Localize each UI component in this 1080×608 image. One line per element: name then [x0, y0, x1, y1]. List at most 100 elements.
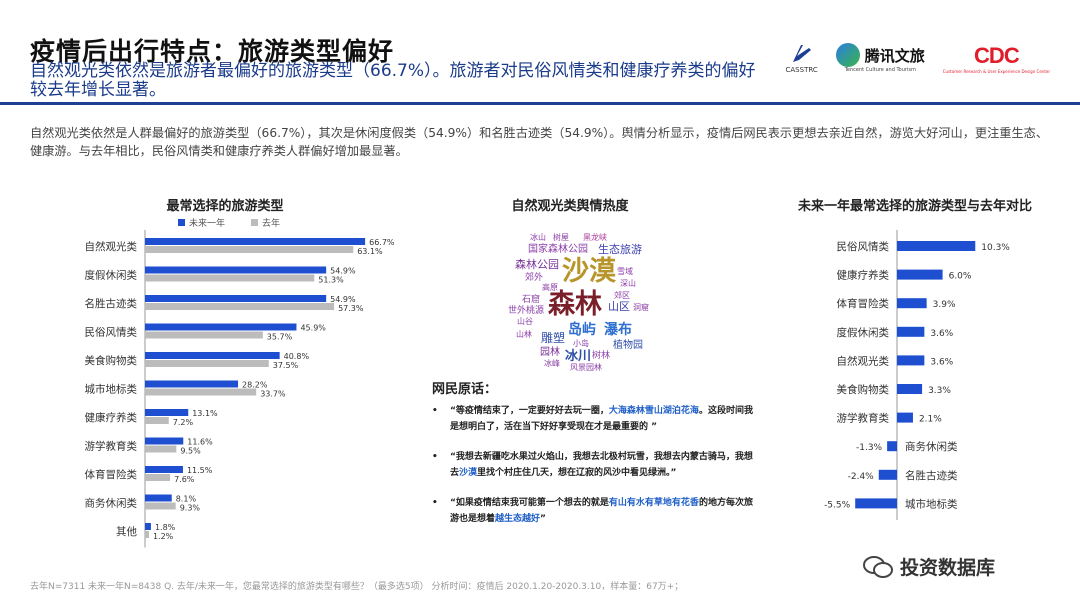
category-label: 商务休闲类: [85, 497, 138, 510]
word-cloud-word: 郊外: [525, 271, 543, 283]
quote-2-highlight: 沙漠: [459, 468, 478, 478]
bullet-icon: •: [432, 498, 438, 508]
quote-1-post: 。这段时间我是想明白了，活在当下好好享受现在才是最重要的 ”: [450, 406, 753, 432]
data-label-last-year: 37.5%: [273, 361, 299, 370]
category-label: 度假休闲类: [837, 326, 890, 339]
category-label: 体育冒险类: [837, 297, 890, 310]
data-label-last-year: 57.3%: [338, 304, 364, 313]
wechat-icon: [863, 555, 893, 578]
diff-bar: [897, 412, 913, 423]
quote-1-highlight: 大海森林雪山湖泊花海: [608, 406, 699, 416]
bar-last-year: [145, 531, 149, 538]
legend-label-last: 去年: [262, 219, 281, 229]
data-label: -2.4%: [848, 472, 875, 482]
diff-bar: [897, 326, 925, 337]
tencent-name: 腾讯文旅: [864, 46, 925, 65]
legend-swatch-last: [251, 219, 259, 226]
data-label: 3.9%: [933, 300, 956, 310]
quote-3-highlight-2: 越生态越好: [495, 514, 541, 524]
word-cloud-word: 黑龙峡: [583, 232, 607, 242]
bar-future: [145, 409, 189, 416]
intro-text: 自然观光类依然是人群最偏好的旅游类型（66.7%），其次是休闲度假类（54.9%…: [30, 126, 1049, 158]
data-label-future: 1.8%: [155, 523, 176, 532]
category-label: 名胜古迹类: [85, 297, 138, 310]
category-label: 城市地标类: [85, 383, 138, 396]
word-cloud-word: 冰山: [530, 232, 546, 242]
data-label-future: 66.7%: [369, 238, 395, 247]
category-label: 民俗风情类: [837, 240, 890, 253]
cdc-mark: CDC: [974, 42, 1020, 68]
category-label: 健康疗养类: [85, 411, 138, 424]
bullet-icon: •: [432, 406, 438, 416]
legend-swatch-future: [178, 219, 185, 226]
diff-bar: [897, 269, 943, 280]
data-label-future: 13.1%: [192, 409, 218, 418]
quote-3-pre: “如果疫情结束我可能第一个想去的就是: [450, 498, 609, 508]
word-cloud-word: 高原: [542, 282, 558, 292]
diff-bar: [897, 298, 927, 309]
data-label-future: 54.9%: [330, 295, 356, 304]
data-label: 3.6%: [930, 357, 953, 367]
bar-last-year: [145, 360, 269, 367]
word-cloud-word: 风景园林: [570, 362, 602, 372]
word-cloud-word: 树林: [592, 349, 610, 361]
category-label: 商务休闲类: [905, 440, 958, 453]
word-cloud-word: 山林: [516, 329, 532, 339]
word-cloud: 冰山 树屋 黑龙峡国家森林公园 生态旅游森林公园 沙漠 雪域郊外深山 高原郊区 石窟 森林 山区洞…: [508, 232, 649, 372]
quote-3: • “如果疫情结束我可能第一个想去的就是有山有水有草地有花香的地方每次旅游也是想…: [432, 495, 757, 527]
casstrc-mark-icon: [792, 45, 811, 62]
word-cloud-word: 冰川: [565, 348, 591, 364]
word-cloud-word: 植物园: [613, 338, 643, 351]
data-label-last-year: 9.5%: [180, 447, 201, 456]
bar-last-year: [145, 303, 335, 310]
data-label: 2.1%: [919, 415, 942, 425]
left-chart-title: 最常选择的旅游类型: [166, 199, 284, 214]
word-cloud-word: 森林: [548, 289, 602, 320]
data-label-last-year: 1.2%: [153, 532, 174, 541]
bar-last-year: [145, 388, 257, 396]
bar-last-year: [145, 246, 354, 253]
category-label: 美食购物类: [85, 354, 138, 367]
tencent-sub: Tencent Culture and Tourism: [844, 67, 916, 73]
data-label-future: 54.9%: [330, 267, 356, 276]
quote-2-pre: “我想去新疆吃水果过火焰山，我想去北极村玩雪，我想去内蒙古骑马，我想去: [450, 452, 753, 478]
word-cloud-word: 石窟: [522, 293, 540, 305]
diff-bar: [887, 441, 897, 452]
bar-future: [145, 295, 327, 302]
word-cloud-word: 沙漠: [562, 256, 617, 287]
footer-note: 去年N=7311 未来一年N=8438 Q. 去年/未来一年，您最常选择的旅游类…: [30, 582, 684, 592]
bar-future: [145, 494, 172, 502]
data-label-last-year: 7.2%: [173, 418, 194, 427]
bar-last-year: [145, 474, 171, 481]
word-cloud-word: 岛屿: [568, 321, 596, 338]
category-label: 其他: [116, 525, 137, 538]
watermark: 投资数据库: [862, 553, 995, 580]
bar-future: [145, 466, 183, 473]
quote-1-pre: “等疫情结束了，一定要好好去玩一圈，: [450, 406, 609, 416]
word-cloud-word: 树屋: [553, 232, 569, 242]
quote-1: • “等疫情结束了，一定要好好去玩一圈，大海森林雪山湖泊花海。这段时间我是想明白…: [432, 403, 757, 435]
bar-last-year: [145, 331, 263, 339]
quote-2: • “我想去新疆吃水果过火焰山，我想去北极村玩雪，我想去内蒙古骑马，我想去沙漠里…: [432, 449, 757, 481]
data-label-future: 40.8%: [284, 352, 310, 361]
data-label-future: 11.6%: [187, 438, 213, 447]
word-cloud-word: 深山: [620, 278, 636, 288]
word-cloud-word: 国家森林公园: [528, 242, 588, 255]
bar-future: [145, 523, 151, 530]
word-cloud-word: 山区: [608, 300, 630, 313]
left-bar-chart: 自然观光类 66.7%63.1%度假休闲类 54.9%51.3%名胜古迹类 54.9%…: [85, 230, 395, 548]
category-label: 体育冒险类: [85, 468, 138, 481]
category-label: 民俗风情类: [85, 326, 138, 339]
watermark-text: 投资数据库: [900, 557, 996, 579]
bar-future: [145, 380, 239, 388]
data-label-future: 45.9%: [300, 324, 326, 333]
bar-last-year: [145, 445, 177, 453]
data-label: 3.6%: [930, 329, 953, 339]
data-label-future: 28.2%: [242, 381, 268, 390]
word-cloud-word: 世外桃源: [508, 304, 544, 316]
quote-3-highlight: 有山有水有草地有花香: [608, 498, 699, 508]
category-label: 度假休闲类: [85, 269, 138, 282]
bar-future: [145, 323, 297, 331]
word-cloud-word: 雕塑: [541, 330, 565, 345]
bar-last-year: [145, 274, 315, 282]
